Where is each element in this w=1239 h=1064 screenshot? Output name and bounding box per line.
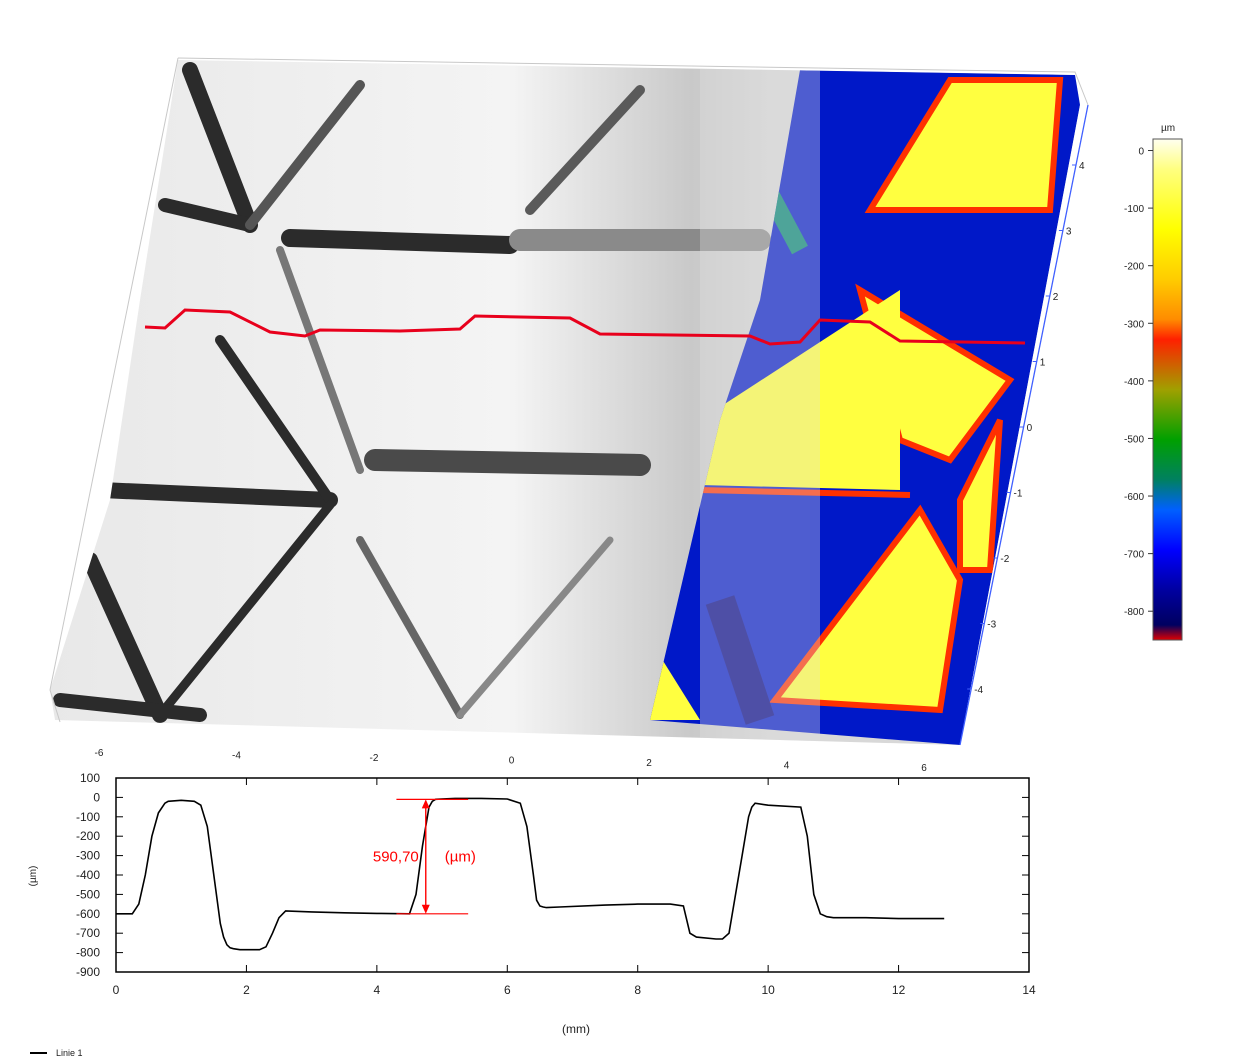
surface-x-tick-label: 6 — [921, 763, 927, 774]
surface-x-tick-label: -6 — [95, 748, 104, 759]
plot-frame — [115, 777, 1030, 973]
annotation-arrow-up — [421, 799, 430, 809]
colorbar-gradient — [1152, 138, 1183, 641]
surface-y-tick-label: 3 — [1066, 227, 1072, 238]
plateau-3 — [700, 290, 900, 490]
colorbar-tick-label: -500 — [1124, 434, 1144, 445]
y-tick-label: -400 — [76, 868, 100, 882]
profile-chart: 0 2 4 6 8 10 12 14 100 0 -100 -200 -300 -400 -500 -600… — [28, 771, 1036, 1058]
annotation-layer: 590,70 (µm) — [373, 798, 476, 915]
x-tick-label: 0 — [113, 983, 120, 997]
surface-frame — [49, 57, 1089, 723]
y-axis-ticks: 100 0 -100 -200 -300 -400 -500 -600 -700 -800 -900 — [76, 771, 1029, 979]
x-tick-label: 10 — [761, 983, 775, 997]
colorbar: µm 0 -100 -200 -300 -400 -500 -600 -700 -800 — [1124, 123, 1183, 641]
surface-y-tick-label: 0 — [1027, 423, 1033, 434]
surface-right-axis-line — [959, 104, 1089, 746]
surface-y-tick-label: -2 — [1000, 554, 1009, 565]
colorbar-tick-label: -400 — [1124, 377, 1144, 388]
series-layer — [116, 797, 945, 951]
surface-y-tick-label: -4 — [974, 685, 983, 696]
surface-y-tick-label: -1 — [1014, 489, 1023, 500]
colorbar-tick-label: -100 — [1124, 204, 1144, 215]
surface-x-tick-label: -2 — [370, 753, 379, 764]
x-axis-label: (mm) — [562, 1022, 590, 1036]
y-tick-label: 0 — [93, 790, 100, 804]
y-tick-label: -300 — [76, 849, 100, 863]
x-tick-label: 2 — [243, 983, 250, 997]
legend: Linie 1 — [30, 1048, 83, 1058]
colorbar-tick-label: -800 — [1124, 607, 1144, 618]
surface-y-tick-label: 2 — [1053, 292, 1059, 303]
x-tick-label: 6 — [504, 983, 511, 997]
surface-grooves — [53, 62, 771, 723]
surface-x-tick-label: 0 — [509, 756, 515, 767]
x-tick-label: 14 — [1022, 983, 1036, 997]
y-tick-label: -600 — [76, 907, 100, 921]
y-tick-label: -500 — [76, 887, 100, 901]
colorbar-tick-label: -700 — [1124, 550, 1144, 561]
annotation-unit: (µm) — [445, 849, 476, 866]
surface-y-ticks: 4 3 2 1 0 -1 -2 -3 -4 — [967, 161, 1085, 696]
x-axis-ticks: 0 2 4 6 8 10 12 14 — [113, 778, 1036, 997]
legend-label: Linie 1 — [56, 1048, 83, 1058]
y-tick-label: -200 — [76, 829, 100, 843]
y-tick-label: -900 — [76, 965, 100, 979]
plateau-4 — [957, 418, 1003, 573]
x-tick-label: 12 — [892, 983, 906, 997]
series-line — [116, 797, 945, 951]
colorbar-tick-label: 0 — [1138, 147, 1144, 158]
y-tick-label: -700 — [76, 926, 100, 940]
profile-line — [144, 308, 1026, 346]
plateau-5 — [769, 504, 964, 714]
surface-y-tick-label: 1 — [1040, 358, 1046, 369]
colorbar-tick-label: -300 — [1124, 319, 1144, 330]
surface-3d-view: -6 -4 -2 0 2 4 6 4 3 2 1 0 -1 -2 -3 -4 — [49, 57, 1089, 774]
surface-x-tick-label: -4 — [232, 751, 241, 762]
surface-x-tick-label: 4 — [784, 761, 790, 772]
y-tick-label: -800 — [76, 946, 100, 960]
x-tick-label: 8 — [634, 983, 641, 997]
x-tick-label: 4 — [374, 983, 381, 997]
y-axis-label: (µm) — [28, 866, 39, 887]
surface-x-tick-label: 2 — [646, 758, 652, 769]
y-tick-label: 100 — [80, 771, 100, 785]
colorbar-tick-label: -200 — [1124, 262, 1144, 273]
surface-y-tick-label: 4 — [1079, 161, 1085, 172]
surface-x-ticks: -6 -4 -2 0 2 4 6 — [95, 748, 928, 774]
plateau-1 — [864, 77, 1064, 213]
y-tick-label: -100 — [76, 810, 100, 824]
annotation-arrow-down — [421, 904, 430, 914]
colorbar-unit: µm — [1161, 123, 1175, 134]
colorbar-tick-label: -600 — [1124, 492, 1144, 503]
surface-y-tick-label: -3 — [987, 620, 996, 631]
annotation-value: 590,70 — [373, 849, 419, 866]
colorbar-ticks: 0 -100 -200 -300 -400 -500 -600 -700 -800 — [1124, 147, 1153, 618]
